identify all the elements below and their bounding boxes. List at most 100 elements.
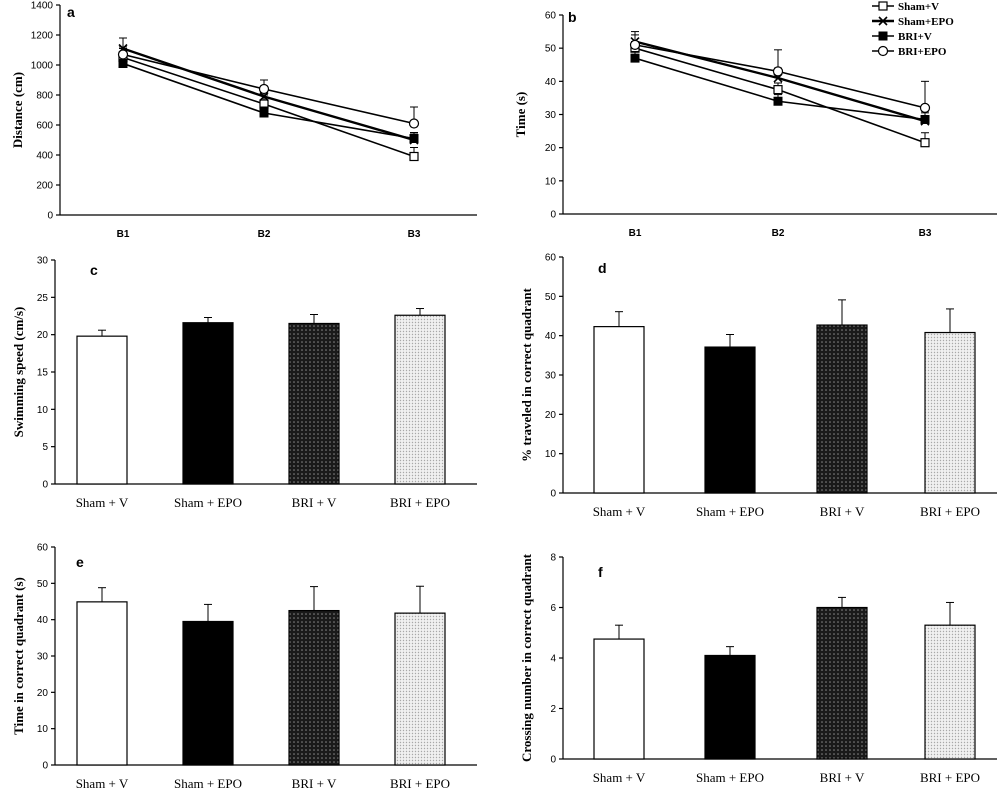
y-tick-label: 1400 bbox=[31, 1, 54, 12]
y-axis-label: Time in correct quadrant (s) bbox=[11, 577, 26, 735]
data-point-open-circle bbox=[877, 45, 889, 57]
panel-b: 0 10 20 30 40 50 60 Time (s) b B1 B2 B3 bbox=[513, 9, 997, 239]
y-tick-label: 10 bbox=[545, 176, 557, 187]
x-tick-label: Sham + EPO bbox=[174, 776, 242, 791]
panel-letter: e bbox=[76, 554, 84, 570]
y-axis-label: % traveled in correct quadrant bbox=[519, 287, 534, 461]
bar bbox=[924, 624, 976, 760]
bar bbox=[593, 638, 645, 760]
bar bbox=[816, 606, 868, 760]
y-tick-label: 10 bbox=[545, 449, 557, 460]
series bbox=[117, 46, 420, 129]
legend-label: BRI+V bbox=[898, 31, 932, 43]
bar bbox=[704, 654, 756, 760]
y-tick-label: 15 bbox=[37, 368, 49, 379]
y-tick-label: 800 bbox=[36, 91, 53, 102]
y-axis-label: Swimming speed (cm/s) bbox=[11, 307, 26, 438]
legend: Sham+V Sham+EPO BRI+V BRI+EPO bbox=[872, 1, 954, 58]
x-tick-label: BRI + V bbox=[820, 770, 865, 785]
x-tick-label: Sham + V bbox=[593, 504, 646, 519]
y-tick-label: 30 bbox=[545, 371, 557, 382]
y-tick-label: 30 bbox=[545, 110, 557, 121]
y-axis-label: Time (s) bbox=[513, 92, 528, 138]
data-point-filled-square bbox=[409, 134, 419, 143]
data-point-open-square bbox=[878, 1, 888, 11]
y-tick-label: 20 bbox=[37, 688, 49, 699]
y-tick-label: 1000 bbox=[31, 61, 54, 72]
data-point-open-circle bbox=[408, 118, 420, 129]
panel-letter: c bbox=[90, 262, 98, 278]
bar bbox=[182, 322, 234, 485]
data-point-open-square bbox=[409, 151, 419, 162]
bar bbox=[288, 609, 340, 766]
x-tick-label: B2 bbox=[772, 228, 785, 239]
x-tick-label: BRI + EPO bbox=[920, 770, 980, 785]
y-tick-label: 60 bbox=[37, 543, 49, 554]
y-tick-label: 50 bbox=[545, 292, 557, 303]
data-point-filled-square bbox=[259, 108, 269, 118]
y-tick-label: 20 bbox=[545, 143, 557, 154]
bar bbox=[182, 620, 234, 766]
data-point-filled-square bbox=[118, 59, 128, 68]
data-point-open-square bbox=[920, 138, 930, 148]
data-point-cross bbox=[259, 91, 269, 102]
panel-letter: d bbox=[598, 260, 607, 276]
x-tick-label: Sham + V bbox=[76, 776, 129, 791]
data-point-open-circle bbox=[629, 39, 641, 50]
y-tick-label: 40 bbox=[37, 615, 49, 626]
x-tick-label: BRI + V bbox=[292, 495, 337, 510]
y-tick-label: 0 bbox=[47, 211, 53, 222]
y-tick-label: 60 bbox=[545, 11, 557, 22]
y-tick-label: 8 bbox=[550, 553, 556, 564]
x-tick-label: Sham + EPO bbox=[696, 504, 764, 519]
y-tick-label: 1200 bbox=[31, 31, 54, 42]
y-tick-label: 25 bbox=[37, 293, 49, 304]
panel-letter: b bbox=[568, 9, 577, 25]
y-tick-label: 5 bbox=[42, 442, 48, 453]
panel-f: 0 2 4 6 8 Crossing number in correct quadrant… bbox=[519, 553, 997, 785]
y-tick-label: 400 bbox=[36, 151, 53, 162]
x-tick-label: Sham + EPO bbox=[174, 495, 242, 510]
x-tick-label: BRI + EPO bbox=[390, 776, 450, 791]
y-tick-label: 20 bbox=[37, 330, 49, 341]
y-tick-label: 200 bbox=[36, 181, 53, 192]
y-tick-label: 0 bbox=[42, 761, 48, 772]
y-tick-label: 10 bbox=[37, 405, 49, 416]
y-tick-label: 6 bbox=[550, 603, 556, 614]
legend-item: BRI+EPO bbox=[872, 45, 947, 58]
panel-letter: f bbox=[598, 564, 603, 580]
legend-item: Sham+V bbox=[872, 1, 939, 13]
series-line bbox=[634, 47, 926, 144]
bar bbox=[593, 326, 645, 494]
y-tick-label: 0 bbox=[550, 210, 556, 221]
data-point-filled-square bbox=[878, 31, 888, 41]
data-point-cross bbox=[878, 16, 888, 26]
y-axis-label: Distance (cm) bbox=[10, 72, 25, 148]
y-axis-label: Crossing number in correct quadrant bbox=[519, 553, 534, 762]
x-tick-label: B1 bbox=[117, 229, 130, 240]
bar bbox=[816, 324, 868, 494]
bar bbox=[288, 322, 340, 485]
y-tick-label: 40 bbox=[545, 331, 557, 342]
x-tick-label: B2 bbox=[258, 229, 271, 240]
data-point-filled-square bbox=[920, 114, 930, 124]
data-point-open-circle bbox=[919, 102, 931, 113]
bar bbox=[394, 314, 446, 485]
series bbox=[629, 34, 931, 113]
data-point-open-square bbox=[773, 85, 783, 95]
legend-item: BRI+V bbox=[872, 31, 932, 43]
legend-label: Sham+V bbox=[898, 1, 939, 13]
x-tick-label: BRI + V bbox=[292, 776, 337, 791]
panel-d: 0 10 20 30 40 50 60 % traveled in correct quadr… bbox=[519, 253, 997, 519]
bar bbox=[394, 612, 446, 766]
series bbox=[630, 50, 930, 124]
x-tick-label: B1 bbox=[629, 228, 642, 239]
panel-c: 0 5 10 15 20 25 30 Swimming speed (cm/s) c Sham +… bbox=[11, 256, 477, 510]
data-point-open-circle bbox=[772, 66, 784, 77]
series bbox=[630, 31, 930, 126]
panel-a: 0 200 400 600 800 1000 1200 1400 Distance (cm) a B… bbox=[10, 1, 477, 240]
y-tick-label: 10 bbox=[37, 724, 49, 735]
x-tick-label: BRI + EPO bbox=[920, 504, 980, 519]
data-point-open-circle bbox=[258, 83, 270, 95]
